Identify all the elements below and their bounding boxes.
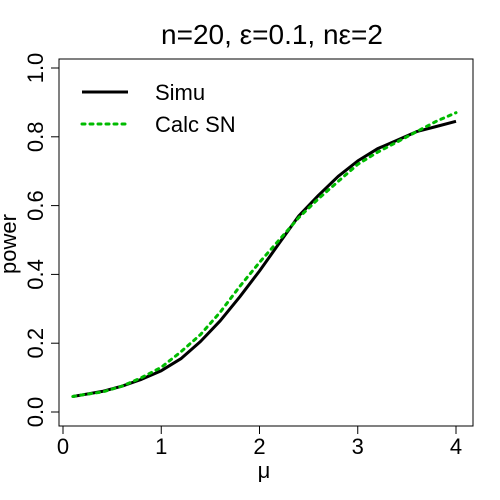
legend-label-calc-sn: Calc SN	[155, 112, 236, 137]
data-point-calc-sn	[220, 312, 221, 313]
y-axis: 0.0 0.2 0.4 0.6 0.8 1.0	[23, 53, 60, 428]
data-point-calc-sn	[200, 334, 201, 335]
data-point-calc-sn	[72, 396, 73, 397]
x-tick-label: 3	[352, 434, 364, 459]
data-point-simu	[161, 370, 162, 371]
chart-title: n=20, ε=0.1, nε=2	[161, 19, 383, 50]
data-point-simu	[357, 160, 358, 161]
legend: Simu Calc SN	[80, 80, 236, 137]
x-tick-label: 4	[450, 434, 462, 459]
data-point-simu	[338, 176, 339, 177]
data-point-calc-sn	[338, 181, 339, 182]
data-point-simu	[456, 121, 457, 122]
data-point-calc-sn	[121, 386, 122, 387]
y-tick-label: 0.4	[23, 259, 48, 290]
x-tick-label: 2	[253, 434, 265, 459]
data-point-simu	[436, 126, 437, 127]
data-point-calc-sn	[416, 131, 417, 132]
y-axis-label: power	[0, 214, 21, 274]
data-point-calc-sn	[82, 394, 83, 395]
data-point-calc-sn	[102, 392, 103, 393]
data-point-calc-sn	[141, 377, 142, 378]
x-axis-label: μ	[258, 458, 271, 483]
data-point-calc-sn	[456, 112, 457, 113]
data-point-calc-sn	[397, 141, 398, 142]
y-tick-label: 0.8	[23, 122, 48, 153]
y-tick-label: 1.0	[23, 53, 48, 84]
series-layer	[71, 111, 458, 398]
data-point-simu	[180, 358, 181, 359]
y-tick-label: 0.6	[23, 190, 48, 221]
data-point-calc-sn	[436, 121, 437, 122]
data-point-simu	[259, 270, 260, 271]
data-point-calc-sn	[357, 164, 358, 165]
data-point-simu	[239, 296, 240, 297]
data-point-simu	[220, 320, 221, 321]
data-point-calc-sn	[259, 262, 260, 263]
data-point-calc-sn	[239, 286, 240, 287]
x-tick-label: 0	[57, 434, 69, 459]
legend-label-simu: Simu	[155, 80, 205, 105]
data-point-simu	[377, 148, 378, 149]
data-point-simu	[200, 341, 201, 342]
y-tick-label: 0.2	[23, 328, 48, 359]
series-line-calc-sn	[71, 111, 458, 398]
data-point-calc-sn	[161, 367, 162, 368]
x-tick-label: 1	[155, 434, 167, 459]
data-point-simu	[318, 195, 319, 196]
x-axis: 0 1 2 3 4	[57, 425, 462, 459]
data-point-calc-sn	[318, 198, 319, 199]
data-point-calc-sn	[279, 240, 280, 241]
data-point-calc-sn	[377, 152, 378, 153]
data-point-calc-sn	[180, 351, 181, 352]
y-tick-label: 0.0	[23, 397, 48, 428]
data-point-simu	[279, 243, 280, 244]
data-point-calc-sn	[298, 217, 299, 218]
